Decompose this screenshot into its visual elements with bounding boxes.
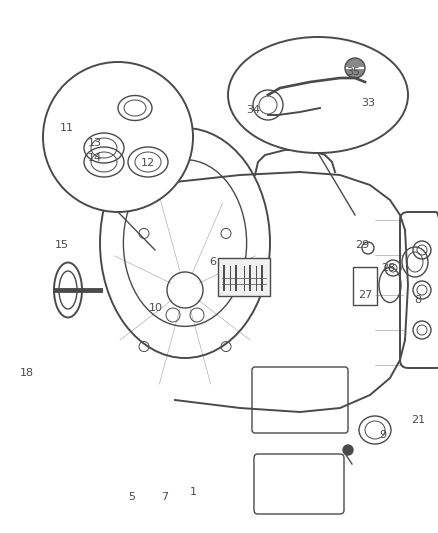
Circle shape <box>343 445 353 455</box>
Text: 1: 1 <box>190 487 197 497</box>
Text: 7: 7 <box>162 492 169 502</box>
Ellipse shape <box>228 37 408 153</box>
Text: 14: 14 <box>88 153 102 163</box>
Text: 21: 21 <box>411 415 425 425</box>
Text: 33: 33 <box>361 98 375 108</box>
Text: 12: 12 <box>141 158 155 168</box>
Text: 34: 34 <box>246 105 260 115</box>
Circle shape <box>345 58 365 78</box>
Text: 6: 6 <box>209 257 216 267</box>
Text: 10: 10 <box>149 303 163 313</box>
FancyBboxPatch shape <box>218 258 270 296</box>
Text: 11: 11 <box>60 123 74 133</box>
Text: 9: 9 <box>379 430 387 440</box>
Text: 29: 29 <box>355 240 369 250</box>
Text: 35: 35 <box>346 67 360 77</box>
Text: 13: 13 <box>88 138 102 148</box>
Text: 8: 8 <box>414 295 421 305</box>
Text: 18: 18 <box>20 368 34 378</box>
Text: 27: 27 <box>358 290 372 300</box>
Circle shape <box>43 62 193 212</box>
Text: 5: 5 <box>128 492 135 502</box>
Text: 15: 15 <box>55 240 69 250</box>
Text: 28: 28 <box>381 263 395 273</box>
